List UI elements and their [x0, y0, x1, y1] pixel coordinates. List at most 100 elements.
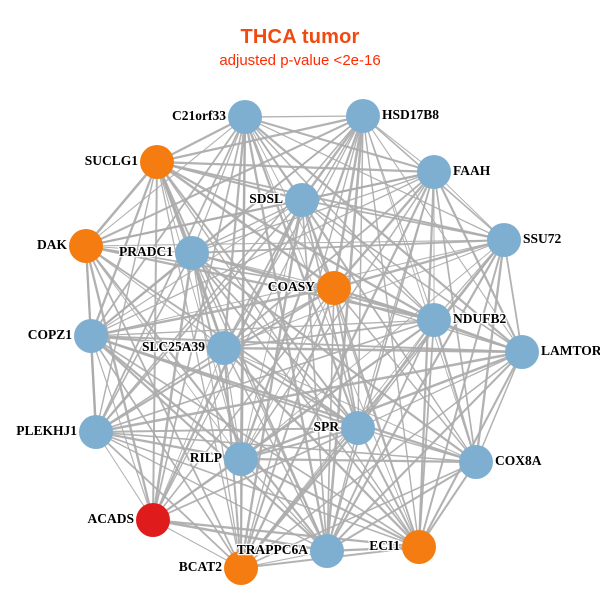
- graph-node-acads[interactable]: [136, 503, 170, 537]
- edge-line: [301, 199, 435, 321]
- edge-line: [433, 171, 477, 463]
- edge-line: [240, 427, 359, 569]
- edge-line: [326, 461, 477, 552]
- node-label-bcat2: BCAT2: [179, 559, 223, 574]
- graph-node-ssu72[interactable]: [487, 223, 521, 257]
- edge-line: [240, 426, 359, 461]
- edge-line: [85, 245, 242, 460]
- edge-line: [191, 252, 523, 353]
- edge-line: [362, 115, 435, 321]
- edge-line: [90, 334, 477, 464]
- edge-line: [90, 252, 193, 337]
- graph-node-faah[interactable]: [417, 155, 451, 189]
- node-label-plekhj1: PLEKHJ1: [16, 423, 77, 438]
- edge-line: [95, 199, 303, 433]
- node-label-lamtor1: LAMTOR1: [541, 343, 600, 358]
- edge-line: [156, 160, 435, 174]
- graph-node-hsd17b8[interactable]: [346, 99, 380, 133]
- edge-line: [90, 239, 505, 337]
- graph-node-trappc6a[interactable]: [310, 534, 344, 568]
- graph-node-spr[interactable]: [341, 411, 375, 445]
- edge-line: [223, 319, 435, 349]
- node-label-pradc1: PRADC1: [119, 244, 173, 259]
- edge-line: [326, 319, 435, 552]
- node-label-rilp: RILP: [190, 450, 222, 465]
- edge-line: [90, 335, 242, 569]
- graph-node-bcat2[interactable]: [224, 551, 258, 585]
- edge-line: [240, 458, 420, 548]
- edge-line: [239, 199, 304, 569]
- graph-node-c21orf33[interactable]: [228, 100, 262, 134]
- edge-line: [90, 334, 225, 350]
- edge-line: [417, 171, 436, 548]
- edge-line: [301, 199, 477, 463]
- edge-line: [95, 427, 359, 433]
- edge-line: [357, 427, 420, 548]
- graph-node-plekhj1[interactable]: [79, 415, 113, 449]
- graph-node-dak[interactable]: [69, 229, 103, 263]
- graph-node-rilp[interactable]: [224, 442, 258, 476]
- graph-node-pradc1[interactable]: [175, 236, 209, 270]
- edge-line: [152, 115, 364, 521]
- edge-line: [152, 518, 420, 549]
- edge-line: [156, 161, 505, 241]
- edge-line: [240, 461, 477, 569]
- edge-line: [90, 116, 246, 337]
- edge-line: [357, 351, 523, 429]
- edge-line: [85, 161, 158, 247]
- edge-line: [240, 457, 477, 464]
- graph-node-ndufb2[interactable]: [417, 303, 451, 337]
- node-label-hsd17b8: HSD17B8: [382, 107, 439, 122]
- graph-node-sdsl[interactable]: [285, 183, 319, 217]
- edge-line: [90, 335, 523, 353]
- edge-line: [191, 239, 505, 254]
- node-label-dak: DAK: [37, 237, 67, 252]
- edge-line: [244, 116, 523, 353]
- edge-line: [95, 431, 328, 552]
- graph-node-suclg1[interactable]: [140, 145, 174, 179]
- edge-line: [223, 346, 523, 354]
- node-label-faah: FAAH: [453, 163, 491, 178]
- node-labels-layer: C21orf33 HSD17B8 SUCLG1 FAAH SDSL DAK PRADC1 SS…: [15, 106, 600, 576]
- node-label-sdsl: SDSL: [249, 191, 283, 206]
- edge-line: [418, 239, 505, 548]
- node-label-acads: ACADS: [87, 511, 134, 526]
- edge-line: [326, 239, 505, 552]
- edge-line: [156, 160, 335, 290]
- edge-line: [152, 518, 328, 553]
- edge-line: [357, 427, 477, 463]
- graph-node-copz1[interactable]: [74, 319, 108, 353]
- graph-node-coasy[interactable]: [317, 271, 351, 305]
- graph-node-eci1[interactable]: [402, 530, 436, 564]
- nodes-layer[interactable]: [69, 99, 539, 585]
- edges-layer: [84, 114, 523, 569]
- edge-line: [223, 347, 242, 460]
- edge-line: [333, 238, 505, 290]
- edge-line: [90, 171, 435, 337]
- edge-line: [191, 252, 420, 548]
- edge-line: [418, 461, 477, 548]
- graph-node-slc25a39[interactable]: [207, 331, 241, 365]
- node-label-copz1: COPZ1: [28, 327, 73, 342]
- edge-line: [223, 171, 435, 349]
- graph-node-cox8a[interactable]: [459, 445, 493, 479]
- node-label-suclg1: SUCLG1: [85, 153, 139, 168]
- edge-line: [432, 319, 478, 463]
- edge-line: [90, 335, 242, 460]
- graph-node-lamtor1[interactable]: [505, 335, 539, 369]
- edge-line: [223, 347, 359, 429]
- edge-line: [90, 319, 435, 337]
- edge-line: [223, 239, 505, 349]
- edge-line: [326, 427, 359, 552]
- node-label-spr: SPR: [313, 419, 339, 434]
- node-label-slc25a39: SLC25A39: [142, 339, 205, 354]
- edge-line: [333, 171, 435, 289]
- node-label-trappc6a: TRAPPC6A: [237, 542, 308, 557]
- edge-line: [95, 431, 242, 569]
- edge-line: [301, 199, 359, 429]
- edge-line: [90, 335, 328, 552]
- edge-line: [240, 319, 435, 569]
- edge-line: [191, 252, 477, 463]
